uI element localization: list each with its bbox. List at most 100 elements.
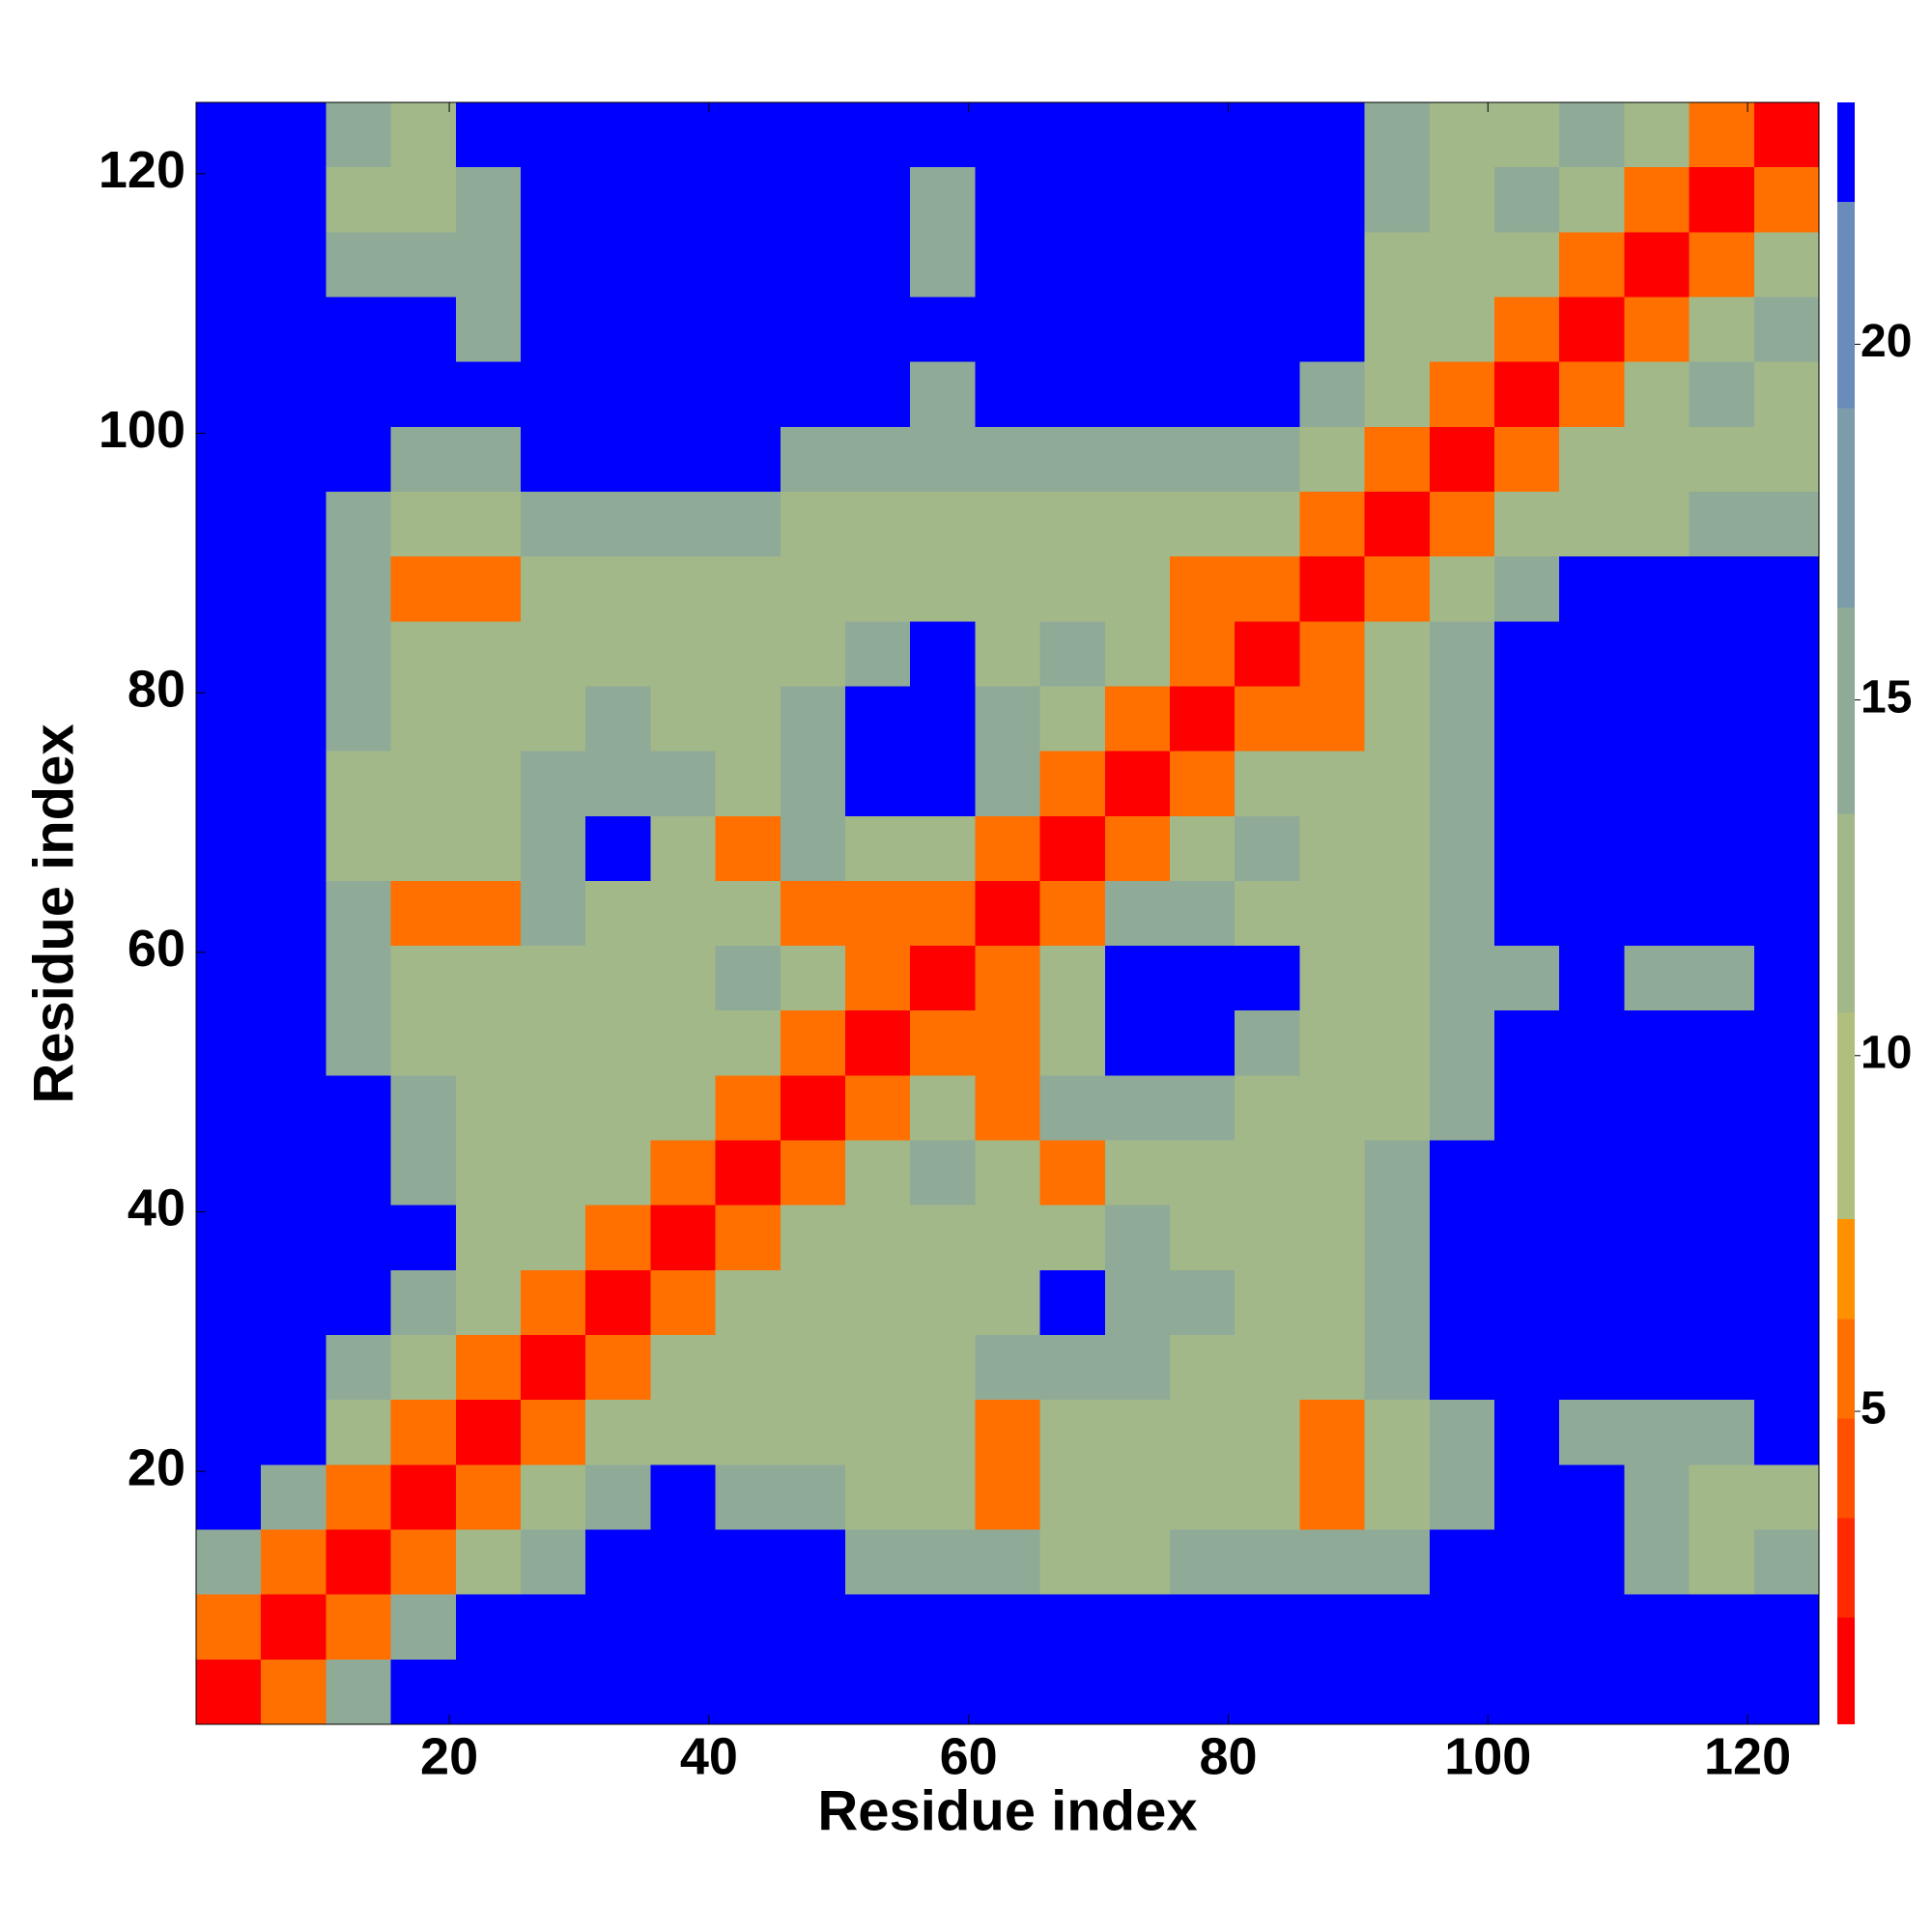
- cell: [780, 1075, 845, 1141]
- cell: [1559, 232, 1625, 298]
- colorbar-band: [1837, 1617, 1855, 1724]
- cell: [455, 1594, 521, 1660]
- cell: [1170, 751, 1236, 816]
- cell: [1364, 232, 1430, 298]
- cell: [326, 686, 391, 752]
- cell: [585, 1529, 651, 1595]
- cell: [715, 491, 781, 557]
- cell: [261, 815, 327, 881]
- cell: [1364, 361, 1430, 427]
- cell: [650, 1464, 716, 1530]
- cell: [1429, 102, 1494, 168]
- cell: [1170, 1075, 1236, 1141]
- cell: [1104, 815, 1170, 881]
- cell: [1753, 751, 1819, 816]
- cell: [1429, 1205, 1494, 1270]
- cell: [326, 1205, 391, 1270]
- cell: [1039, 686, 1105, 752]
- cell: [196, 297, 262, 362]
- cell: [1494, 1010, 1560, 1076]
- cell: [1170, 686, 1236, 752]
- cell: [1753, 1594, 1819, 1660]
- cell: [715, 946, 781, 1011]
- cell: [1429, 1269, 1494, 1336]
- cell: [1429, 232, 1494, 298]
- cell: [1299, 686, 1365, 752]
- cell: [1494, 621, 1560, 687]
- cell: [455, 1205, 521, 1270]
- cell: [455, 1529, 521, 1595]
- cell: [650, 621, 716, 687]
- cell: [910, 686, 976, 752]
- cell: [1753, 1335, 1819, 1401]
- cell: [975, 1140, 1040, 1206]
- cell: [261, 1205, 327, 1270]
- cell: [1235, 1205, 1300, 1270]
- cell: [1559, 946, 1625, 1011]
- cell: [1170, 426, 1236, 492]
- cell: [910, 1659, 976, 1724]
- cell: [1753, 1269, 1819, 1336]
- cell: [715, 297, 781, 362]
- cell: [910, 621, 976, 687]
- cell: [1039, 1464, 1105, 1530]
- cell: [390, 426, 456, 492]
- cell: [715, 167, 781, 233]
- cell: [1689, 556, 1754, 622]
- cell: [1429, 491, 1494, 557]
- cell: [1429, 1594, 1494, 1660]
- cell: [845, 880, 911, 947]
- cell: [585, 1659, 651, 1724]
- cell: [1235, 1464, 1300, 1530]
- cell: [585, 556, 651, 622]
- cell: [975, 1205, 1040, 1270]
- cell: [585, 621, 651, 687]
- plot-frame: [195, 101, 1820, 1725]
- cell: [1299, 167, 1365, 233]
- cell: [845, 361, 911, 427]
- cell: [1429, 1659, 1494, 1724]
- cell: [1559, 1594, 1625, 1660]
- cell: [1299, 1269, 1365, 1336]
- cell: [196, 102, 262, 168]
- cell: [975, 491, 1040, 557]
- cell: [261, 167, 327, 233]
- cell: [390, 102, 456, 168]
- cell: [1364, 1140, 1430, 1206]
- cell: [326, 426, 391, 492]
- cell: [1429, 1400, 1494, 1465]
- cell: [326, 751, 391, 816]
- cell: [975, 297, 1040, 362]
- cell: [1494, 815, 1560, 881]
- cell: [650, 1010, 716, 1076]
- cell: [910, 1140, 976, 1206]
- cell: [1235, 426, 1300, 492]
- colorbar-tick-label: 20: [1861, 316, 1912, 367]
- cell: [1494, 556, 1560, 622]
- cell: [650, 686, 716, 752]
- x-tick-label: 120: [1704, 1727, 1791, 1785]
- cell: [390, 297, 456, 362]
- cell: [1753, 232, 1819, 298]
- cell: [1624, 621, 1690, 687]
- cell: [1039, 621, 1105, 687]
- cell: [585, 1594, 651, 1660]
- cell: [1559, 686, 1625, 752]
- cell: [1364, 686, 1430, 752]
- cell: [715, 751, 781, 816]
- cell: [1039, 1205, 1105, 1270]
- cell: [780, 686, 845, 752]
- cell: [1235, 1075, 1300, 1141]
- cell: [326, 1594, 391, 1660]
- cell: [845, 1140, 911, 1206]
- cell: [521, 751, 586, 816]
- cell: [1494, 102, 1560, 168]
- cell: [196, 1205, 262, 1270]
- cell: [975, 880, 1040, 947]
- cell: [455, 621, 521, 687]
- cell: [1559, 1400, 1625, 1465]
- cell: [845, 621, 911, 687]
- cell: [1039, 1010, 1105, 1076]
- cell: [1753, 621, 1819, 687]
- cell: [1429, 361, 1494, 427]
